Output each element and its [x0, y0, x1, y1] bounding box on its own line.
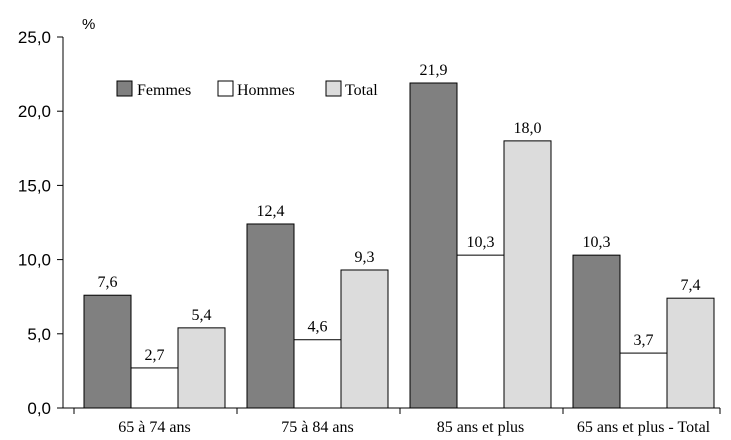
- data-label: 4,6: [308, 319, 328, 336]
- data-label: 10,3: [467, 234, 495, 251]
- data-label: 2,7: [145, 347, 165, 364]
- legend-swatch-total: [325, 80, 342, 97]
- y-tick-label: 25,0: [18, 28, 51, 47]
- bar-total: [177, 327, 226, 409]
- axes: 0,0 5,0 10,0 15,0 20,0 25,0% 65 à 74 ans 75 à 8…: [18, 16, 721, 436]
- bar-total: [340, 269, 389, 409]
- y-tick-label: 20,0: [18, 102, 51, 121]
- legend-label-total: Total: [345, 82, 378, 99]
- bars: [83, 82, 715, 409]
- data-label: 3,7: [634, 332, 654, 349]
- data-label: 10,3: [583, 234, 611, 251]
- x-category-label: 65 ans et plus - Total: [577, 419, 711, 436]
- bar-hommes: [130, 367, 179, 409]
- legend-swatch-hommes: [217, 80, 234, 97]
- x-category-label: 85 ans et plus: [437, 419, 525, 436]
- legend: Femmes Hommes Total: [116, 80, 378, 99]
- bar-femmes: [246, 223, 295, 409]
- bar-femmes: [83, 294, 132, 409]
- bar-total: [666, 297, 715, 409]
- bar-hommes: [456, 254, 505, 409]
- data-label: 5,4: [192, 307, 212, 324]
- data-label: 12,4: [257, 203, 285, 220]
- x-category-label: 65 à 74 ans: [118, 419, 190, 436]
- legend-label-femmes: Femmes: [137, 82, 191, 99]
- data-labels: 7,6 2,7 5,4 12,4 4,6 9,3 21,9 10,3 18,0 10,3 3,7 7,…: [98, 62, 701, 364]
- y-tick-label: 15,0: [18, 176, 51, 195]
- bar-hommes: [293, 339, 342, 409]
- bar-femmes: [409, 82, 458, 409]
- y-tick-label: 10,0: [18, 251, 51, 270]
- bar-femmes: [572, 254, 621, 409]
- bar-total: [503, 140, 552, 409]
- legend-swatch-femmes: [116, 80, 133, 97]
- y-tick-label: 5,0: [27, 325, 51, 344]
- y-tick-label: 0,0: [27, 399, 51, 418]
- data-label: 9,3: [355, 249, 375, 266]
- data-label: 7,4: [681, 277, 701, 294]
- data-label: 18,0: [514, 120, 542, 137]
- bar-hommes: [619, 352, 668, 409]
- data-label: 21,9: [420, 62, 448, 79]
- x-category-label: 75 à 84 ans: [281, 419, 353, 436]
- data-label: 7,6: [98, 274, 118, 291]
- legend-label-hommes: Hommes: [237, 82, 295, 99]
- y-axis-unit-label: %: [82, 16, 95, 33]
